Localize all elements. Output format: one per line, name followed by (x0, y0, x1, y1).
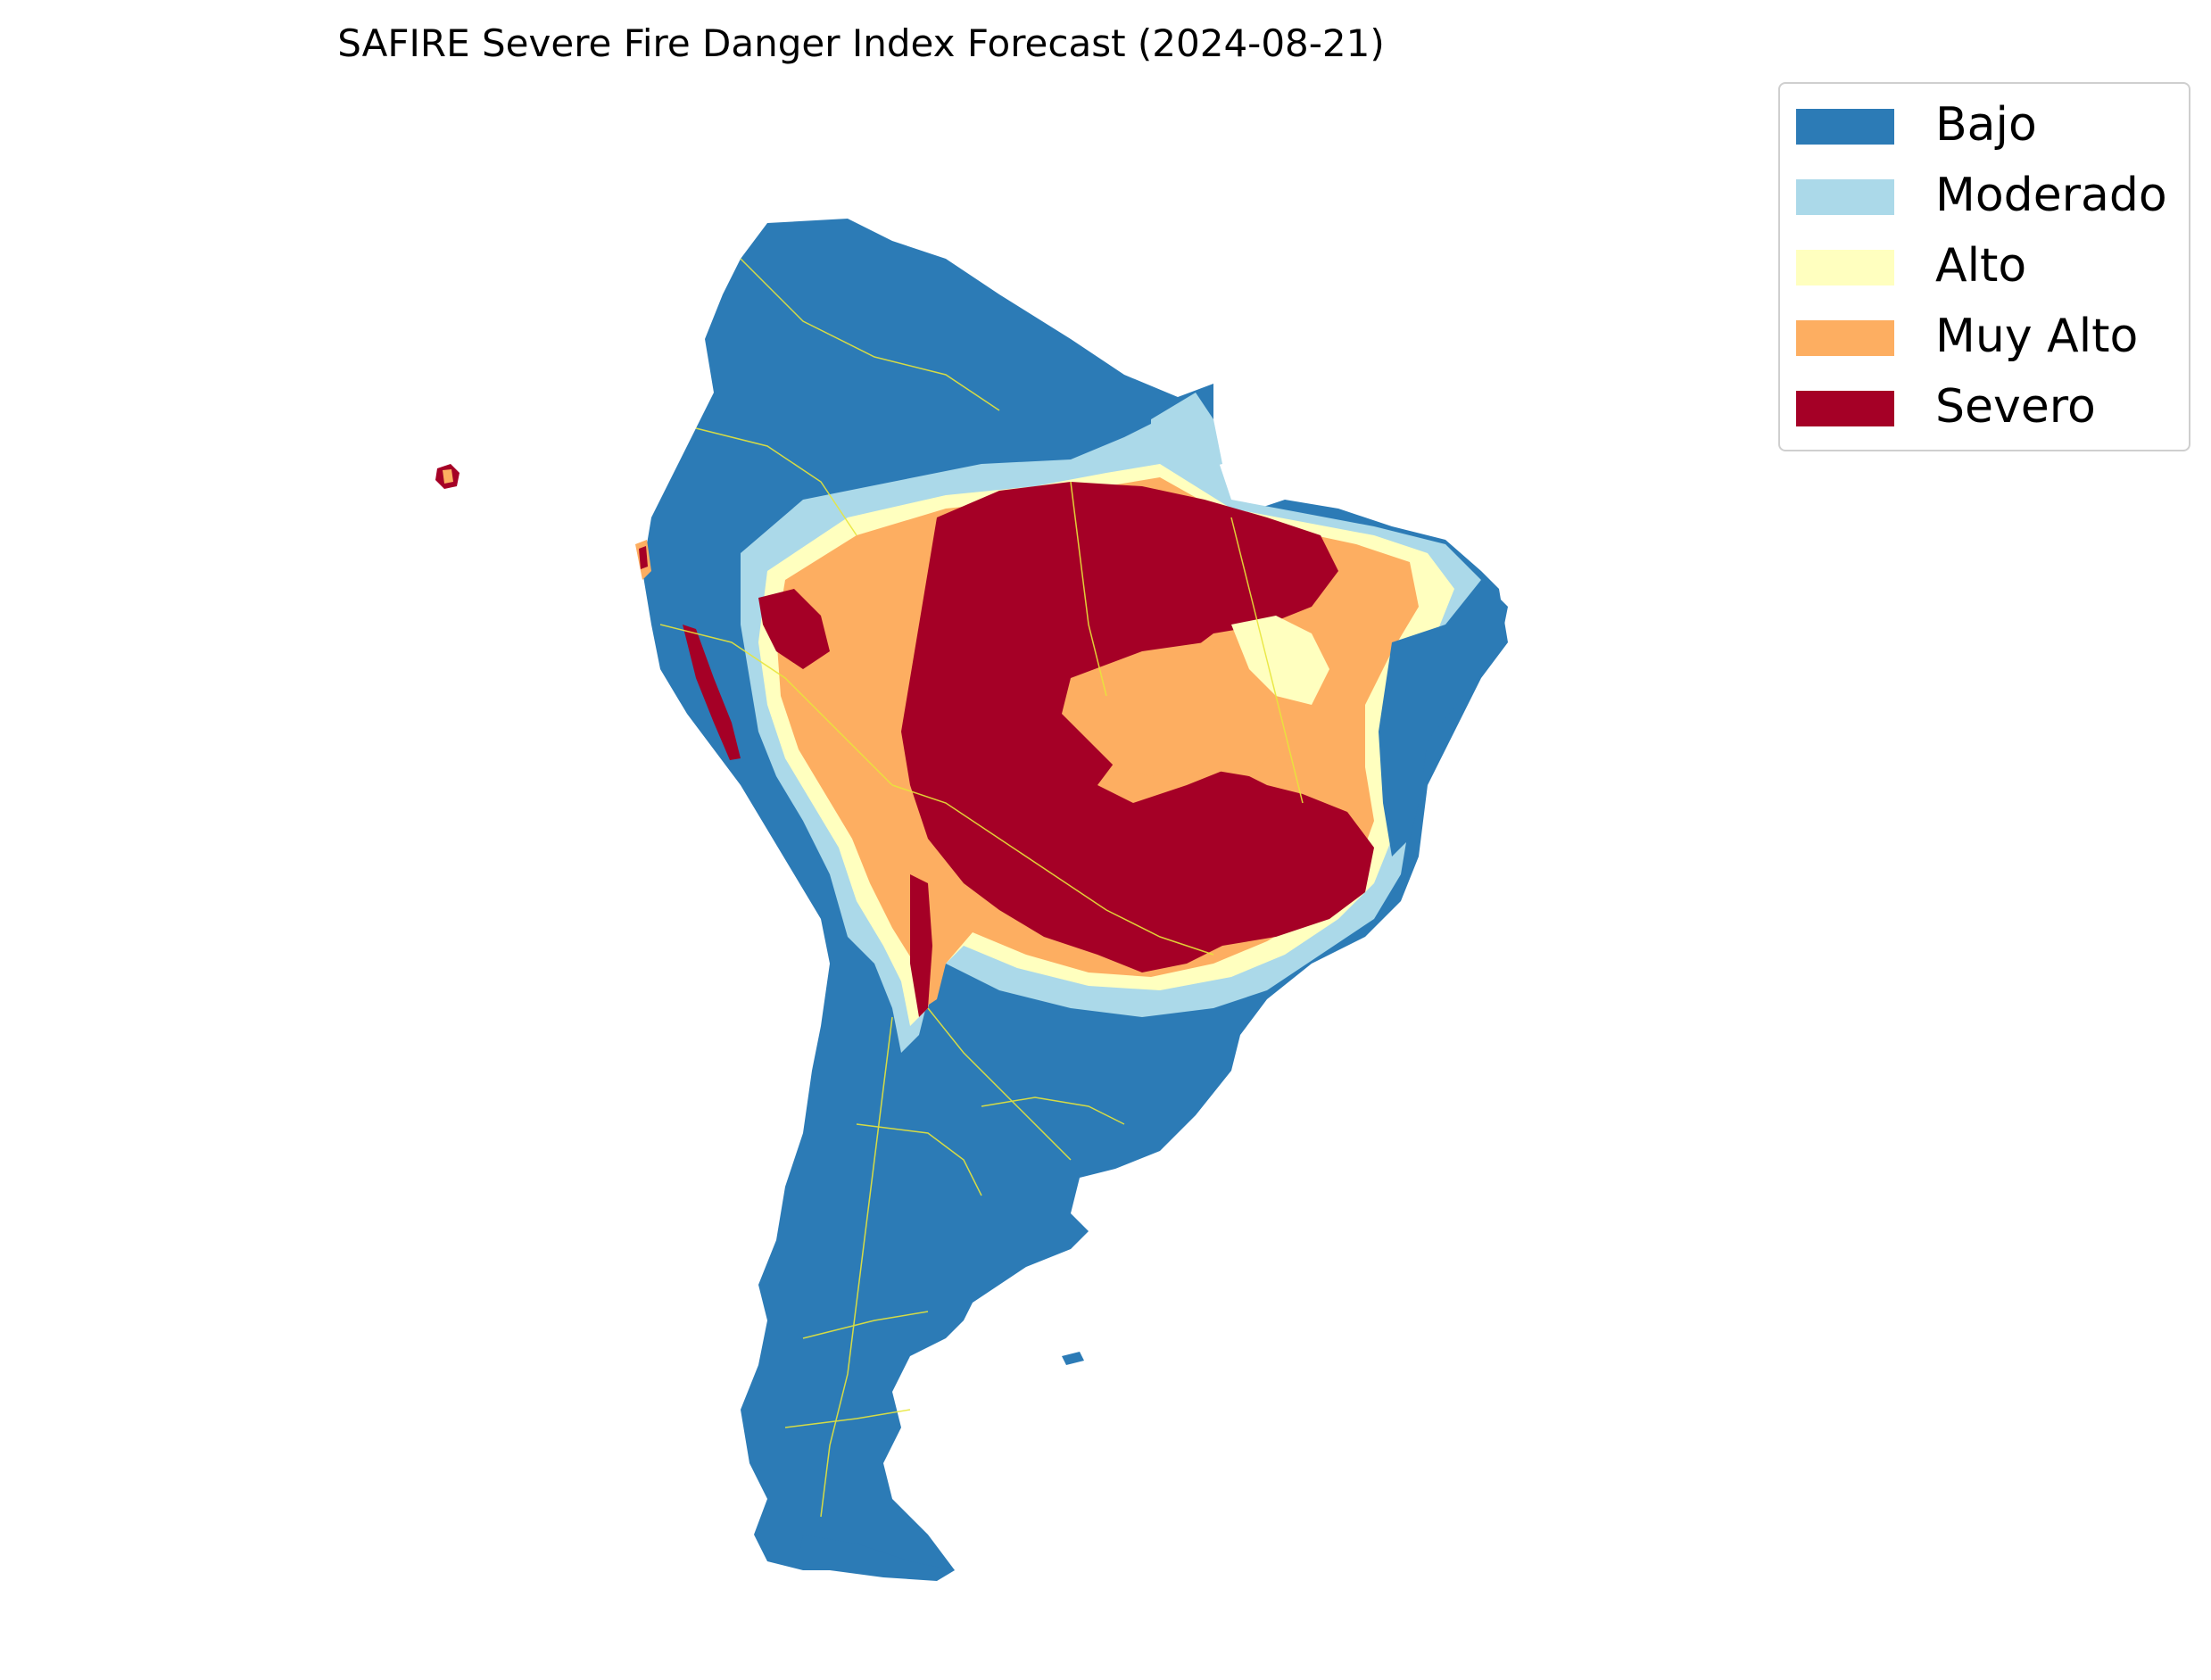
map-title: SAFIRE Severe Fire Danger Index Forecast… (337, 21, 1385, 65)
legend-swatch-alto (1796, 250, 1894, 286)
galapagos-orange (443, 469, 453, 484)
legend-item-bajo: Bajo (1796, 100, 2189, 150)
legend-item-alto: Alto (1796, 241, 2189, 291)
ne-brazil-bajo (1379, 580, 1508, 857)
legend-item-moderado: Moderado (1796, 170, 2189, 220)
severo-andes-strip (910, 874, 932, 1017)
legend-item-muy-alto: Muy Alto (1796, 311, 2189, 361)
legend-swatch-muy-alto (1796, 320, 1894, 356)
legend-item-severo: Severo (1796, 382, 2189, 432)
muy-alto-interior (1062, 642, 1285, 776)
amapa-moderado (1151, 393, 1222, 473)
legend-label-moderado: Moderado (1935, 169, 2167, 222)
ecuador-severo-patch (639, 546, 648, 569)
legend-label-muy-alto: Muy Alto (1935, 310, 2139, 363)
alto-interior (1231, 616, 1329, 705)
border-lines (659, 258, 1304, 1518)
legend-label-severo: Severo (1935, 380, 2096, 434)
legend-label-alto: Alto (1935, 239, 2027, 293)
legend-label-bajo: Bajo (1935, 98, 2037, 152)
tierra-del-fuego (799, 1535, 955, 1581)
severo-coast-strip (683, 625, 741, 760)
legend-swatch-moderado (1796, 179, 1894, 215)
legend-swatch-severo (1796, 391, 1894, 426)
legend-swatch-bajo (1796, 109, 1894, 145)
map-legend: Bajo Moderado Alto Muy Alto Severo (1778, 82, 2190, 451)
severo-west-patch (758, 589, 830, 669)
falkland-islands (1062, 1352, 1084, 1365)
